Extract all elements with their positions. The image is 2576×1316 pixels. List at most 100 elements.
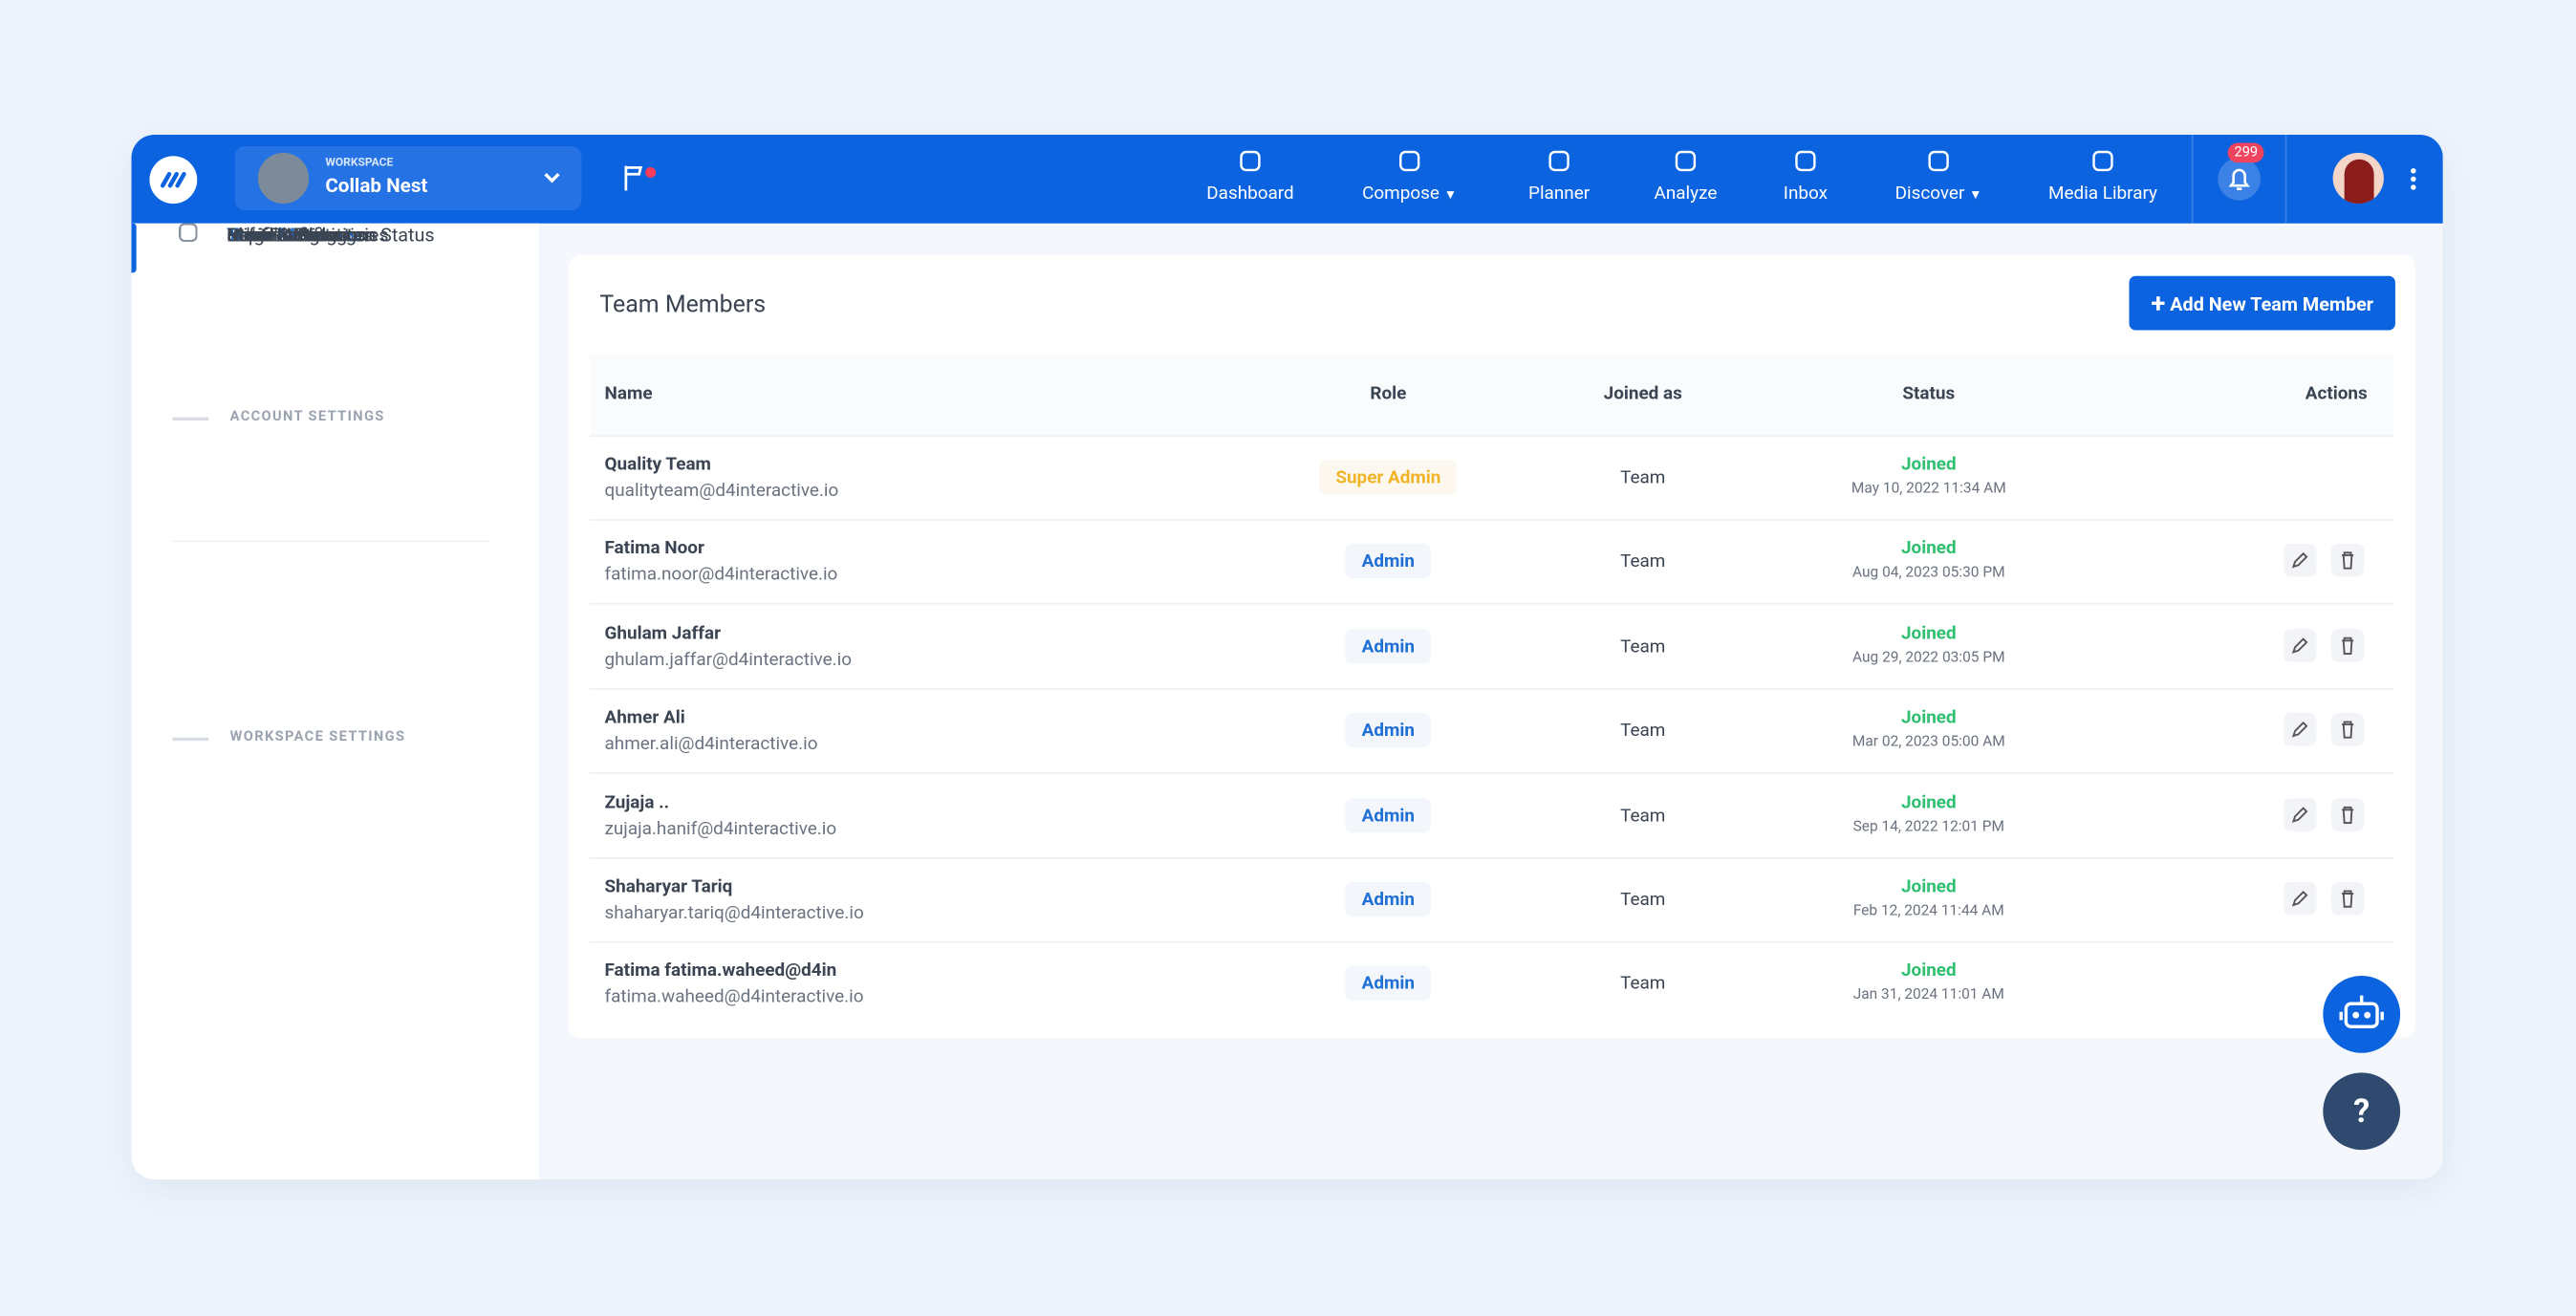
nav-label: Media Library [2047,182,2158,205]
nav-item[interactable]: Planner [1528,148,1590,214]
menu-item[interactable]: Refer & Earn [227,223,331,247]
role-badge: Admin [1345,881,1432,917]
bell[interactable] [2218,158,2261,201]
nav-label: Discover ▼ [1894,182,1982,205]
help-button[interactable]: ? [2323,1072,2401,1151]
menu-item[interactable]: Your Profile [227,223,324,247]
joined-as: Team [1620,635,1666,658]
more-menu[interactable] [2405,164,2421,194]
edit-button[interactable] [2284,544,2317,577]
delete-button[interactable] [2330,881,2365,916]
joined-as: Team [1620,550,1666,572]
workspace-switcher[interactable]: WORKSPACE Collab Nest [234,145,582,210]
nav-item[interactable]: Compose ▼ [1362,148,1457,214]
pencil-icon [2291,722,2308,738]
member-name: Fatima Noor [604,537,704,560]
nav-label: Analyze [1654,182,1718,205]
menu-item[interactable]: Other Integrations [227,223,379,247]
menu-item[interactable]: Team Members [227,223,359,247]
nav-item[interactable]: Inbox [1784,148,1828,214]
logo-mark [160,171,186,188]
delete-button[interactable] [2330,713,2365,746]
add-member-label: Add New Team Member [2170,291,2374,315]
logo[interactable] [149,156,198,205]
trash-icon [2342,721,2354,739]
member-name: Fatima fatima.waheed@d4in [604,960,837,982]
nav-label: Compose ▼ [1362,182,1458,205]
menu-item[interactable]: Basic Settings [227,223,347,247]
delete-button[interactable] [2330,797,2365,831]
menu-item[interactable]: Blogs & Websites [227,223,373,247]
user-avatar[interactable] [2332,152,2384,205]
add-member-button[interactable]: + Add New Team Member [2129,275,2395,331]
nav-item[interactable]: Media Library [2048,148,2157,214]
status: Joined [1900,790,1957,813]
status: Joined [1900,622,1957,644]
menu-item[interactable]: Miscellaneous [227,223,349,247]
nav-item[interactable]: Discover ▼ [1895,148,1982,214]
menu-item[interactable]: Reports Settings [227,223,367,247]
joined-as: Team [1620,888,1666,911]
column-header: Status [1902,382,1956,404]
delete-button[interactable] [2330,628,2365,662]
edit-button[interactable] [2284,797,2317,831]
column-header: Actions [2305,382,2368,404]
member-email: shaharyar.tariq@d4interactive.io [604,901,864,923]
joined-date: Aug 29, 2022 03:05 PM [1852,650,2005,667]
menu-item[interactable]: Social Accounts [227,223,363,247]
joined-date: Jan 31, 2024 11:01 AM [1852,987,2004,1004]
member-email: fatima.waheed@d4interactive.io [604,985,864,1008]
divider-dash [172,737,209,742]
nav-item[interactable]: Dashboard [1206,148,1294,214]
column-header: Role [1370,382,1407,404]
divider [2191,134,2194,224]
member-email: qualityteam@d4interactive.io [604,479,839,502]
row-divider [590,603,2394,606]
pencil-icon [2291,890,2308,907]
notification-badge: 299 [2227,142,2265,163]
edit-button[interactable] [2284,628,2317,662]
menu-item[interactable]: Email Notification Status [227,223,435,247]
bot-icon [2339,995,2384,1028]
member-name: Ahmer Ali [604,706,685,728]
row-divider [590,856,2394,859]
joined-date: Aug 04, 2023 05:30 PM [1852,565,2005,583]
active-indicator [131,223,137,273]
joined-as: Team [1620,466,1666,488]
role-badge: Admin [1345,797,1432,832]
sidebar: ACCOUNT SETTINGS Your Profile Notification… [131,223,539,1180]
role-badge: Admin [1345,544,1432,579]
table-header [590,353,2394,438]
menu-item[interactable]: Content Categories [227,223,389,247]
team-members-panel: Team Members + Add New Team Member Name R… [568,254,2415,1039]
status: Joined [1900,960,1957,982]
chatbot-button[interactable] [2323,975,2401,1053]
pencil-icon [2291,806,2308,823]
row-divider [590,687,2394,690]
menu-item[interactable]: Notifications [227,223,335,247]
nav-label: Dashboard [1206,182,1294,205]
trash-icon [2342,806,2354,824]
workspace-label: WORKSPACE [325,156,394,170]
trash-icon [2342,890,2354,908]
status: Joined [1900,706,1957,728]
edit-button[interactable] [2284,713,2317,746]
nav-label: Inbox [1783,182,1829,205]
nav-item[interactable]: Analyze [1654,148,1717,214]
nav-icon [2092,150,2113,172]
nav-chevron: ▼ [1969,186,1982,203]
nav-icon [1675,150,1697,172]
edit-button[interactable] [2284,881,2317,916]
nav-icon [1240,150,1261,172]
trash-icon [2342,552,2354,571]
flag-icon[interactable] [621,162,660,195]
nav-icon [1928,150,1949,172]
joined-date: Feb 12, 2024 11:44 AM [1852,903,2004,920]
joined-date: Sep 14, 2022 12:01 PM [1852,818,2005,836]
delete-button[interactable] [2330,544,2365,577]
member-email: zujaja.hanif@d4interactive.io [604,817,837,839]
workspace-avatar [257,152,310,205]
joined-as: Team [1620,973,1666,995]
